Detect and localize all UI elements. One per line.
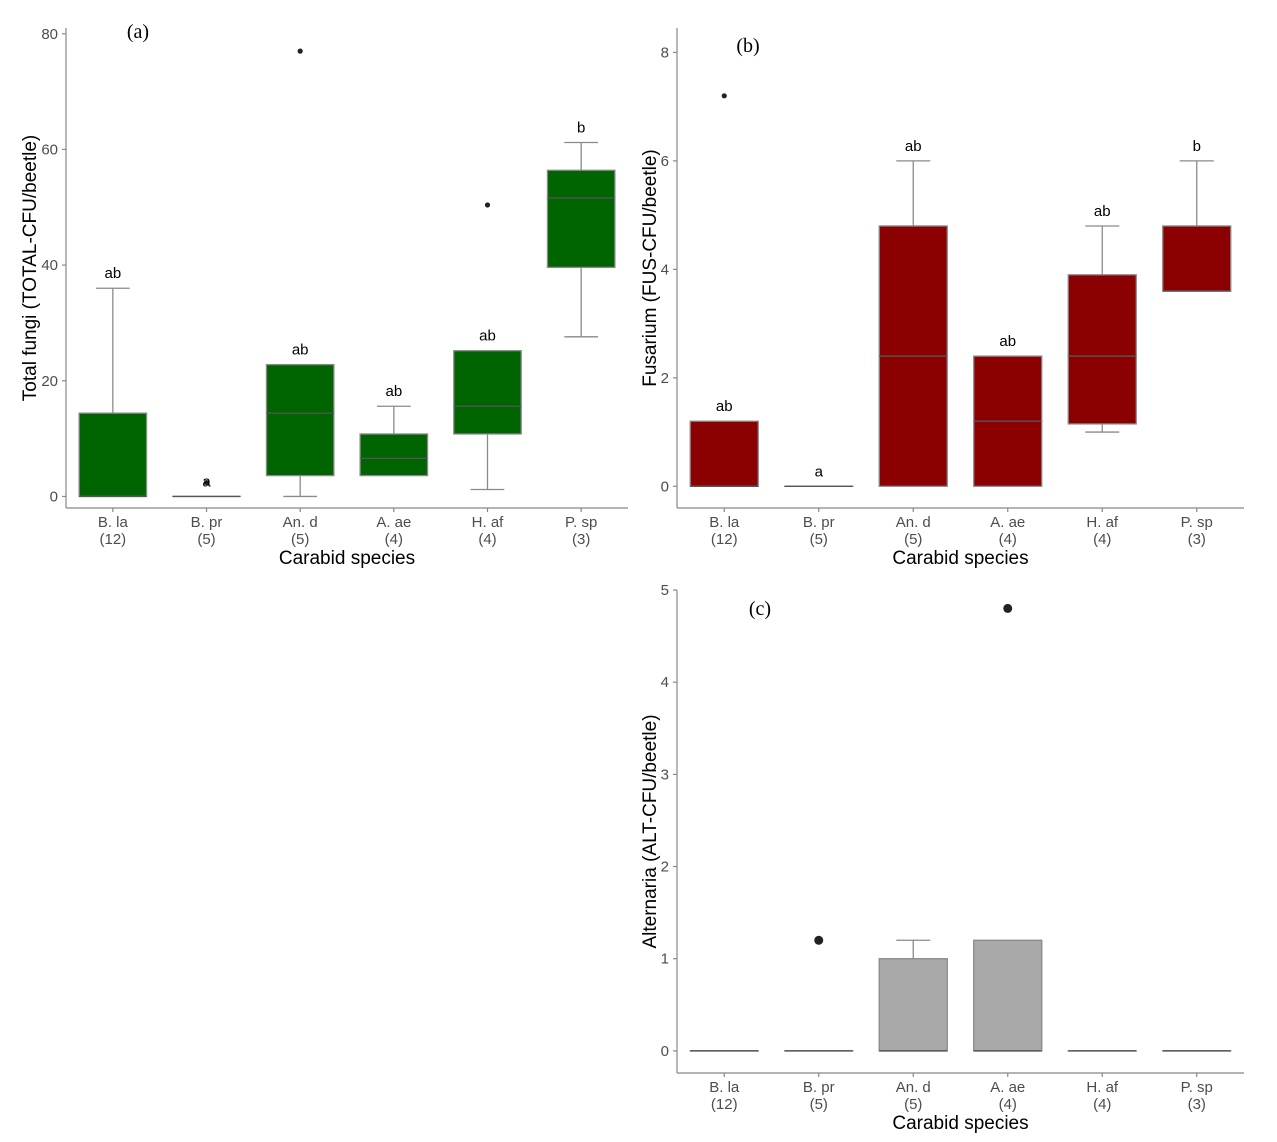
box: [78, 412, 148, 498]
x-tick-label: B. la: [98, 514, 129, 531]
x-tick-label: An. d: [283, 514, 318, 531]
panel-b: 0 2 4 6 8 Fusarium (FUS-CFU/beetle) Carabid sp…: [640, 28, 1244, 569]
outlier-point: [814, 935, 824, 945]
y-tick-label: 4: [661, 674, 669, 691]
y-tick-label: 2: [661, 859, 669, 876]
outlier-point: [484, 202, 491, 208]
box: [1067, 274, 1137, 425]
significance-letter: ab: [292, 342, 309, 359]
box: [265, 363, 335, 477]
x-tick-count: (5): [810, 1096, 828, 1113]
y-axis-label: Alternaria (ALT-CFU/beetle): [640, 714, 661, 948]
x-tick-count: (5): [904, 531, 922, 548]
significance-letter: ab: [999, 333, 1016, 350]
box: [689, 420, 759, 487]
significance-letter: ab: [905, 138, 922, 155]
significance-letter: ab: [385, 383, 402, 400]
box: [359, 433, 429, 477]
y-axis-label: Fusarium (FUS-CFU/beetle): [640, 149, 661, 387]
panel-c: 0 1 2 3 4 5 Alternaria (ALT-CFU/beetle) Carabid…: [640, 582, 1244, 1134]
outlier-point: [203, 479, 210, 486]
x-tick-label: A. ae: [990, 1079, 1025, 1096]
x-tick-count: (4): [385, 531, 403, 548]
y-tick-label: 20: [41, 373, 58, 390]
outlier-point: [297, 48, 303, 54]
x-tick-count: (4): [999, 531, 1017, 548]
significance-letter: ab: [104, 265, 121, 282]
x-tick-label: B. pr: [803, 1079, 835, 1096]
x-tick-label: B. la: [709, 514, 740, 531]
y-tick-label: 40: [41, 257, 58, 274]
x-tick-count: (4): [478, 531, 496, 548]
x-tick-count: (5): [291, 531, 309, 548]
x-tick-count: (12): [711, 531, 738, 548]
significance-letter: ab: [479, 328, 496, 345]
box: [973, 939, 1043, 1052]
x-tick-count: (12): [711, 1096, 738, 1113]
x-tick-label: P. sp: [565, 514, 597, 531]
y-tick-label: 6: [661, 153, 669, 170]
significance-letter: b: [577, 120, 585, 137]
x-tick-count: (3): [1188, 1096, 1206, 1113]
box: [1162, 225, 1232, 292]
x-tick-count: (5): [197, 531, 215, 548]
x-tick-count: (4): [1093, 531, 1111, 548]
x-tick-label: A. ae: [990, 514, 1025, 531]
x-tick-count: (4): [999, 1096, 1017, 1113]
panel-label: (a): [127, 21, 149, 43]
y-tick-label: 2: [661, 370, 669, 387]
outlier-point: [1003, 603, 1013, 613]
x-tick-label: A. ae: [376, 514, 411, 531]
panel-label: (c): [749, 598, 771, 620]
y-tick-label: 4: [661, 261, 669, 278]
y-tick-label: 3: [661, 766, 669, 783]
significance-letter: ab: [1094, 203, 1111, 220]
x-tick-label: H. af: [1086, 1079, 1119, 1096]
y-tick-label: 1: [661, 951, 669, 968]
x-tick-count: (3): [1188, 531, 1206, 548]
significance-letter: ab: [716, 398, 733, 415]
significance-letter: b: [1193, 138, 1201, 155]
x-tick-label: B. pr: [803, 514, 835, 531]
panel-label: (b): [736, 35, 759, 57]
x-tick-count: (12): [99, 531, 126, 548]
box: [453, 350, 522, 435]
y-tick-label: 80: [41, 26, 58, 43]
x-tick-count: (3): [572, 531, 590, 548]
x-tick-label: P. sp: [1181, 514, 1213, 531]
panel-a: 0 20 40 60 80 Total fungi (TOTAL-CFU/beetle) C…: [20, 21, 628, 569]
y-tick-label: 0: [50, 488, 58, 505]
x-tick-label: An. d: [896, 514, 931, 531]
x-tick-count: (5): [810, 531, 828, 548]
y-tick-label: 0: [661, 1043, 669, 1060]
x-axis-label: Carabid species: [892, 548, 1028, 569]
outlier-point: [721, 93, 727, 99]
x-tick-label: B. la: [709, 1079, 740, 1096]
y-tick-label: 8: [661, 44, 669, 61]
box: [546, 169, 616, 269]
x-tick-label: H. af: [472, 514, 505, 531]
x-tick-label: P. sp: [1181, 1079, 1213, 1096]
x-tick-label: An. d: [896, 1079, 931, 1096]
x-tick-count: (4): [1093, 1096, 1111, 1113]
x-tick-label: H. af: [1086, 514, 1119, 531]
significance-letter: a: [202, 473, 211, 490]
y-tick-label: 0: [661, 478, 669, 495]
x-axis-label: Carabid species: [279, 548, 415, 569]
x-tick-label: B. pr: [191, 514, 223, 531]
x-tick-count: (5): [904, 1096, 922, 1113]
box: [878, 958, 948, 1052]
significance-letter: a: [815, 463, 824, 480]
y-tick-label: 60: [41, 141, 58, 158]
y-axis-label: Total fungi (TOTAL-CFU/beetle): [20, 135, 41, 401]
y-tick-label: 5: [661, 582, 669, 599]
x-axis-label: Carabid species: [892, 1113, 1028, 1134]
